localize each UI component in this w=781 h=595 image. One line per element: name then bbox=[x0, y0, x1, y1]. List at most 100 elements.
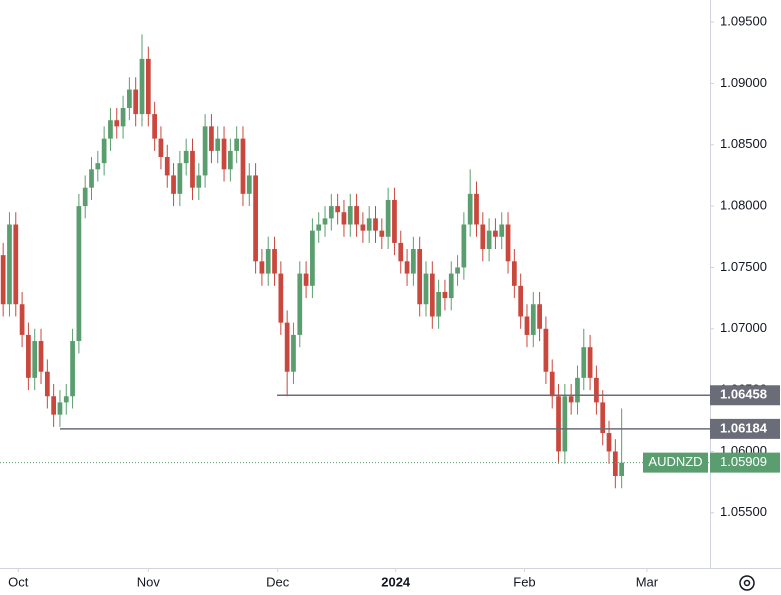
candle-body bbox=[537, 304, 542, 329]
candle-body bbox=[171, 175, 176, 194]
y-tick-label: 1.08500 bbox=[720, 136, 767, 151]
candle-body bbox=[76, 206, 82, 342]
candle-body bbox=[486, 230, 492, 250]
candle-body bbox=[44, 371, 50, 397]
candle-body bbox=[57, 402, 63, 415]
symbol-label: AUDNZD bbox=[648, 454, 702, 469]
level-label: 1.06458 bbox=[720, 387, 767, 402]
candle-body bbox=[335, 206, 341, 213]
candle-body bbox=[38, 341, 44, 372]
candle-body bbox=[461, 224, 467, 268]
candle-body bbox=[448, 273, 454, 299]
candle-body bbox=[417, 249, 423, 305]
candle-body bbox=[606, 433, 612, 452]
candle-body bbox=[423, 273, 429, 305]
candle-body bbox=[366, 218, 372, 231]
candle-body bbox=[600, 402, 606, 434]
candle-body bbox=[51, 396, 57, 415]
x-tick-label: Oct bbox=[8, 574, 29, 589]
candle-body bbox=[612, 451, 618, 476]
candle-body bbox=[310, 230, 315, 286]
candle-body bbox=[13, 224, 19, 305]
x-tick-label: Nov bbox=[137, 574, 161, 589]
candle-body bbox=[196, 175, 202, 188]
gear-inner[interactable] bbox=[743, 579, 751, 587]
candle-body bbox=[354, 206, 359, 225]
current-price-box bbox=[710, 452, 780, 473]
candle-body bbox=[139, 58, 145, 115]
x-tick-label: Mar bbox=[636, 574, 659, 589]
candle-body bbox=[158, 138, 164, 158]
candle-body bbox=[7, 224, 12, 305]
candle-body bbox=[518, 285, 524, 317]
candle-body bbox=[442, 291, 448, 299]
candle-body bbox=[543, 328, 549, 372]
candle-body bbox=[575, 377, 580, 403]
candle-body bbox=[209, 126, 214, 151]
level-label-box bbox=[710, 418, 780, 439]
candle-body bbox=[152, 114, 157, 139]
candle-body bbox=[183, 150, 189, 164]
candle-body bbox=[556, 396, 561, 452]
candle-body bbox=[530, 304, 536, 335]
candle-body bbox=[259, 261, 265, 274]
candle-body bbox=[467, 193, 473, 225]
y-tick-label: 1.09500 bbox=[720, 14, 767, 29]
gear-outer[interactable] bbox=[739, 575, 755, 591]
candle-body bbox=[316, 224, 322, 231]
candle-body bbox=[89, 169, 94, 188]
y-tick-label: 1.07500 bbox=[720, 259, 767, 274]
candle-body bbox=[246, 175, 252, 194]
candle-body bbox=[95, 163, 101, 170]
candle-body bbox=[328, 206, 334, 219]
candle-body bbox=[587, 347, 593, 378]
candle-body bbox=[379, 230, 385, 237]
level-label: 1.06184 bbox=[720, 420, 768, 435]
candle-body bbox=[385, 199, 391, 237]
candle-body bbox=[177, 163, 183, 194]
level-label-box bbox=[710, 385, 780, 406]
candle-body bbox=[373, 218, 378, 231]
candle-body bbox=[227, 150, 233, 170]
candle-body bbox=[164, 157, 170, 176]
candle-body bbox=[221, 138, 227, 170]
candle-body bbox=[278, 273, 284, 323]
y-tick-label: 1.05500 bbox=[720, 504, 767, 519]
candle-body bbox=[253, 175, 258, 262]
candle-body bbox=[303, 273, 309, 286]
candle-body bbox=[19, 304, 25, 335]
candle-body bbox=[120, 107, 126, 127]
candle-body bbox=[291, 334, 296, 372]
candle-body bbox=[234, 138, 240, 151]
x-tick-label: Dec bbox=[266, 574, 290, 589]
candle-body bbox=[499, 224, 505, 237]
candle-body bbox=[455, 267, 460, 274]
y-tick-label: 1.07000 bbox=[720, 320, 767, 335]
candle-body bbox=[114, 120, 120, 127]
candle-body bbox=[411, 249, 416, 274]
candle-body bbox=[70, 341, 75, 397]
y-tick-label: 1.08000 bbox=[720, 198, 767, 213]
settings-icon[interactable] bbox=[739, 575, 755, 591]
candle-body bbox=[32, 341, 38, 378]
candle-body bbox=[398, 242, 404, 262]
current-price-label: 1.05909 bbox=[720, 454, 767, 469]
candle-body bbox=[284, 322, 290, 372]
candle-body bbox=[568, 396, 574, 403]
candle-body bbox=[133, 89, 139, 115]
candle-body bbox=[101, 138, 107, 164]
candle-body bbox=[594, 377, 599, 403]
candle-body bbox=[0, 255, 6, 305]
candle-body bbox=[297, 273, 303, 335]
candle-body bbox=[619, 462, 625, 476]
symbol-box bbox=[643, 452, 708, 473]
y-tick-label: 1.09000 bbox=[720, 75, 767, 90]
x-tick-label: Feb bbox=[513, 574, 535, 589]
candle-body bbox=[480, 224, 486, 250]
candle-body bbox=[474, 193, 479, 225]
candle-body bbox=[26, 334, 31, 378]
candle-body bbox=[322, 218, 328, 225]
x-tick-label: 2024 bbox=[381, 574, 411, 589]
candle-body bbox=[347, 206, 353, 225]
candle-body bbox=[581, 347, 587, 378]
